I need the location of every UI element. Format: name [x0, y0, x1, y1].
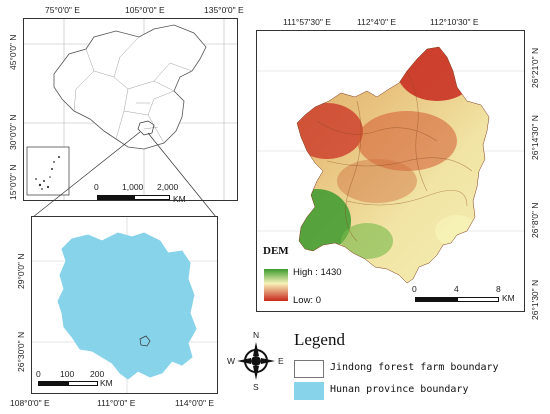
- hunan-map-drawing: [32, 217, 217, 393]
- compass-s: S: [253, 382, 259, 392]
- dem-legend-low: Low: 0: [293, 295, 321, 306]
- legend-swatch-jindong: [294, 360, 324, 378]
- china-scale-tick-1: 1,000: [122, 182, 144, 192]
- dem-scale-tick-0: 0: [412, 284, 417, 294]
- hunan-location-outline: [137, 120, 155, 136]
- china-lon-label-1: 75°0'0" E: [45, 5, 80, 15]
- north-arrow-icon: [237, 342, 275, 380]
- dem-scale-tick-1: 4: [454, 284, 459, 294]
- jindong-boundary-outline: [296, 46, 490, 284]
- dem-lon-label-2: 112°4'0" E: [357, 17, 397, 27]
- hunan-lat-label-2: 26°30'0" N: [16, 331, 26, 372]
- jindong-location-outline: [139, 335, 151, 347]
- china-scale-unit: KM: [173, 194, 186, 204]
- legend-label-hunan: Hunan province boundary: [330, 384, 469, 395]
- hunan-province-shape: [57, 232, 197, 380]
- dem-legend-title: DEM: [263, 245, 289, 257]
- legend-label-jindong: Jindong forest farm boundary: [330, 362, 499, 373]
- hunan-lon-label-2: 111°0'0" E: [97, 398, 136, 408]
- dem-map: DEM High : 1430 Low: 0 0 4 8 KM: [256, 30, 525, 312]
- china-lon-label-2: 105°0'0" E: [125, 5, 165, 15]
- hunan-lon-label-3: 114°0'0" E: [175, 398, 215, 408]
- china-scale-tick-2: 2,000: [157, 182, 179, 192]
- legend-swatch-hunan: [294, 382, 324, 400]
- hunan-scale-tick-0: 0: [36, 369, 41, 379]
- hunan-lon-label-1: 108°0'0" E: [10, 398, 50, 408]
- north-arrow: N S W E: [226, 330, 286, 392]
- china-lon-label-3: 135°0'0" E: [204, 5, 244, 15]
- dem-lat-label-3: 26°8'0" N: [530, 202, 540, 238]
- legend-title: Legend: [294, 330, 345, 349]
- hunan-scale-tick-1: 100: [60, 369, 75, 379]
- china-map-drawing: [24, 19, 237, 200]
- hunan-lat-label-1: 29°0'0" N: [16, 253, 26, 289]
- hunan-scale-unit: KM: [100, 378, 113, 388]
- dem-lat-label-2: 26°14'30" N: [530, 115, 540, 160]
- hunan-province-map: 0 100 200 KM: [31, 216, 218, 394]
- dem-map-drawing: [257, 46, 524, 301]
- dem-color-ramp: [264, 269, 288, 301]
- compass-w: W: [227, 356, 236, 366]
- china-overview-map: 0 1,000 2,000 KM: [23, 18, 238, 204]
- compass-n: N: [253, 330, 260, 340]
- compass-e: E: [278, 356, 284, 366]
- china-scale-tick-0: 0: [94, 182, 99, 192]
- dem-lat-label-1: 26°21'0" N: [530, 47, 540, 88]
- dem-lat-label-4: 26°1'30" N: [530, 279, 540, 320]
- south-sea-islands: [35, 156, 60, 190]
- dem-scale-unit: KM: [502, 293, 515, 303]
- dem-lon-label-1: 111°57'30" E: [283, 17, 331, 27]
- dem-scale-tick-2: 8: [496, 284, 501, 294]
- dem-lon-label-3: 112°10'30" E: [430, 17, 479, 27]
- dem-legend-high: High : 1430: [293, 267, 342, 278]
- hunan-scale-tick-2: 200: [90, 369, 105, 379]
